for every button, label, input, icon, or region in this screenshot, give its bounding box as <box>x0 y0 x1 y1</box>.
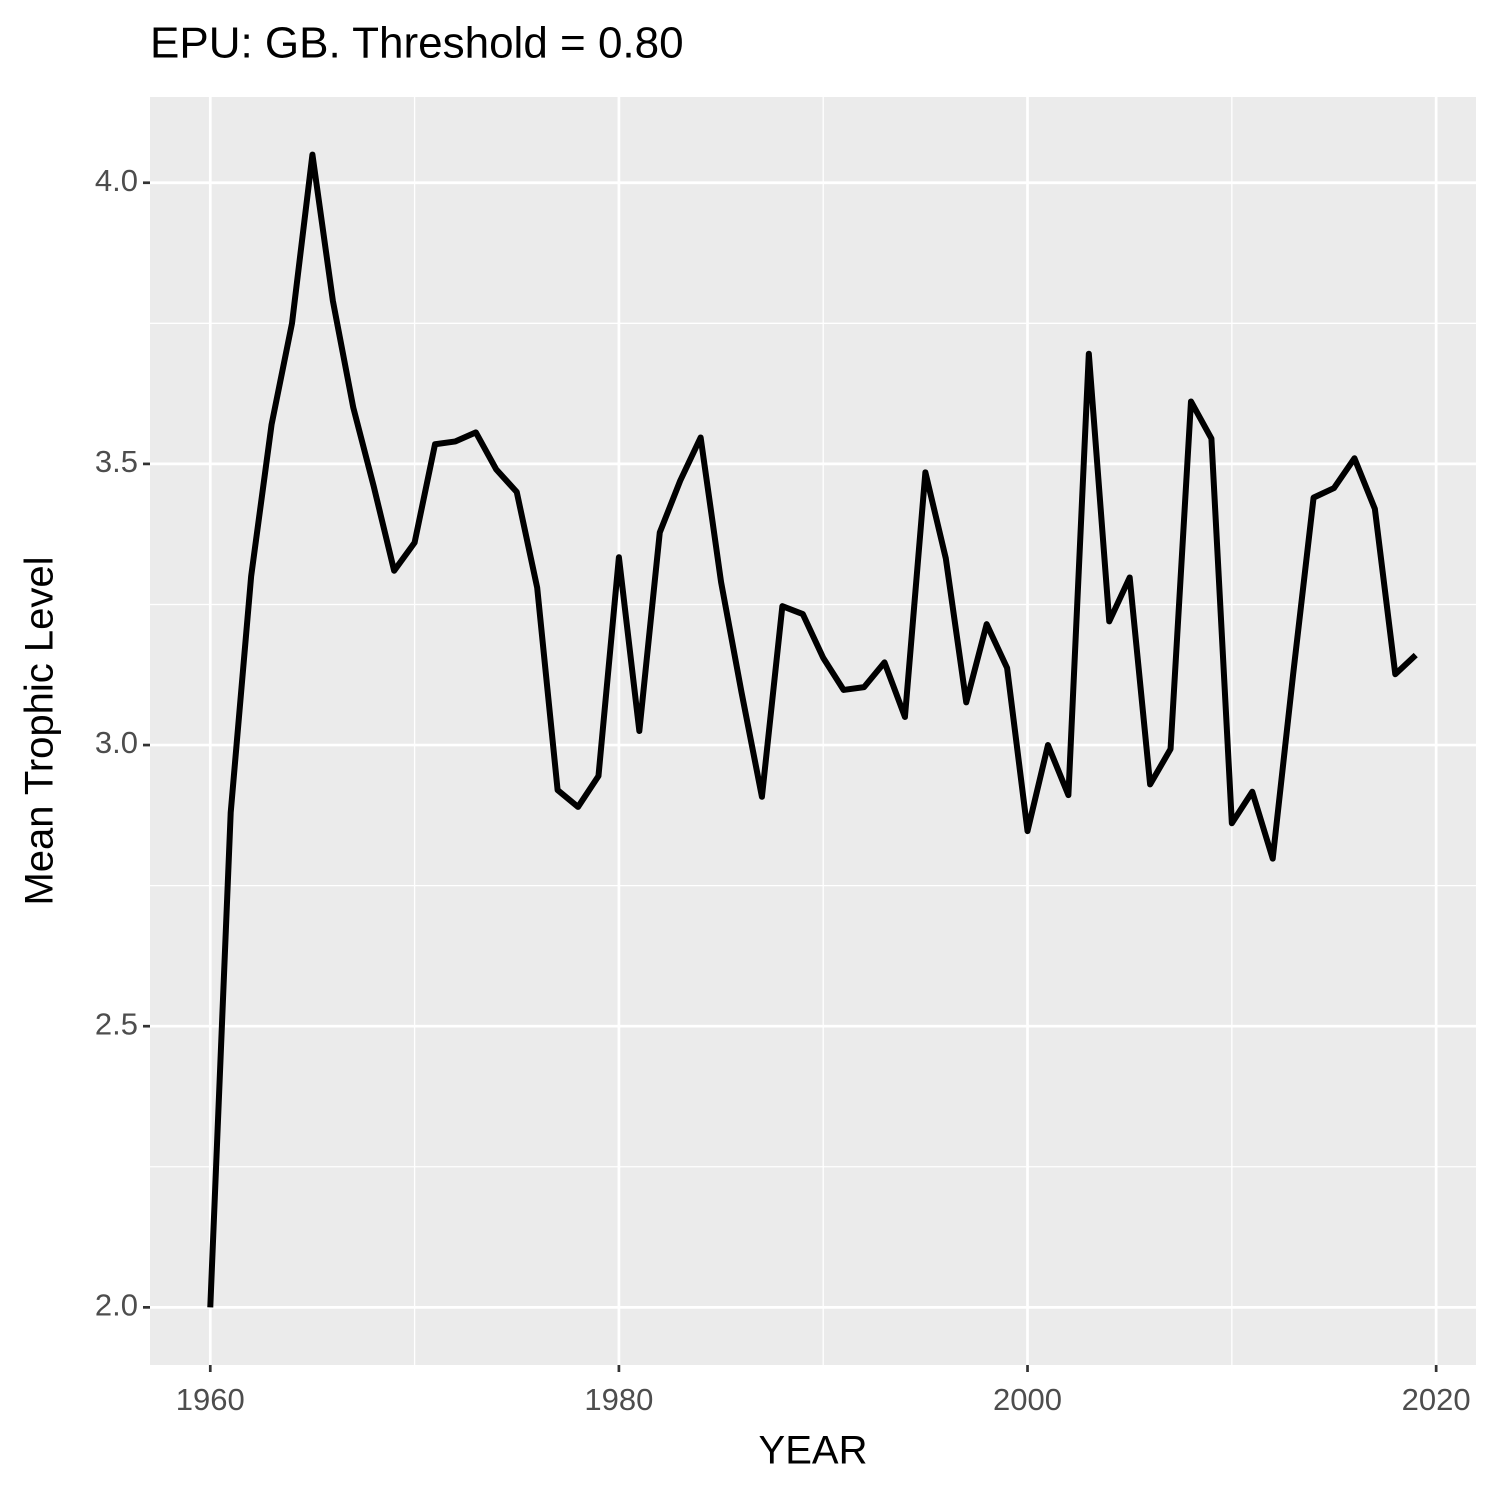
x-tick-label: 2000 <box>993 1382 1062 1417</box>
x-tick-label: 2020 <box>1402 1382 1471 1417</box>
x-axis-title: YEAR <box>759 1429 868 1473</box>
y-tick-label: 3.0 <box>95 725 138 760</box>
x-tick-label: 1960 <box>176 1382 245 1417</box>
data-line <box>207 151 1418 1308</box>
y-tick-label: 2.5 <box>95 1006 138 1041</box>
x-tick-label: 1980 <box>584 1382 653 1417</box>
chart-title: EPU: GB. Threshold = 0.80 <box>150 19 684 68</box>
y-tick-label: 3.5 <box>95 444 138 479</box>
y-tick-label: 2.0 <box>95 1288 138 1323</box>
panel <box>150 97 1476 1365</box>
y-tick-label: 4.0 <box>95 163 138 198</box>
y-axis-title: Mean Trophic Level <box>18 556 62 905</box>
